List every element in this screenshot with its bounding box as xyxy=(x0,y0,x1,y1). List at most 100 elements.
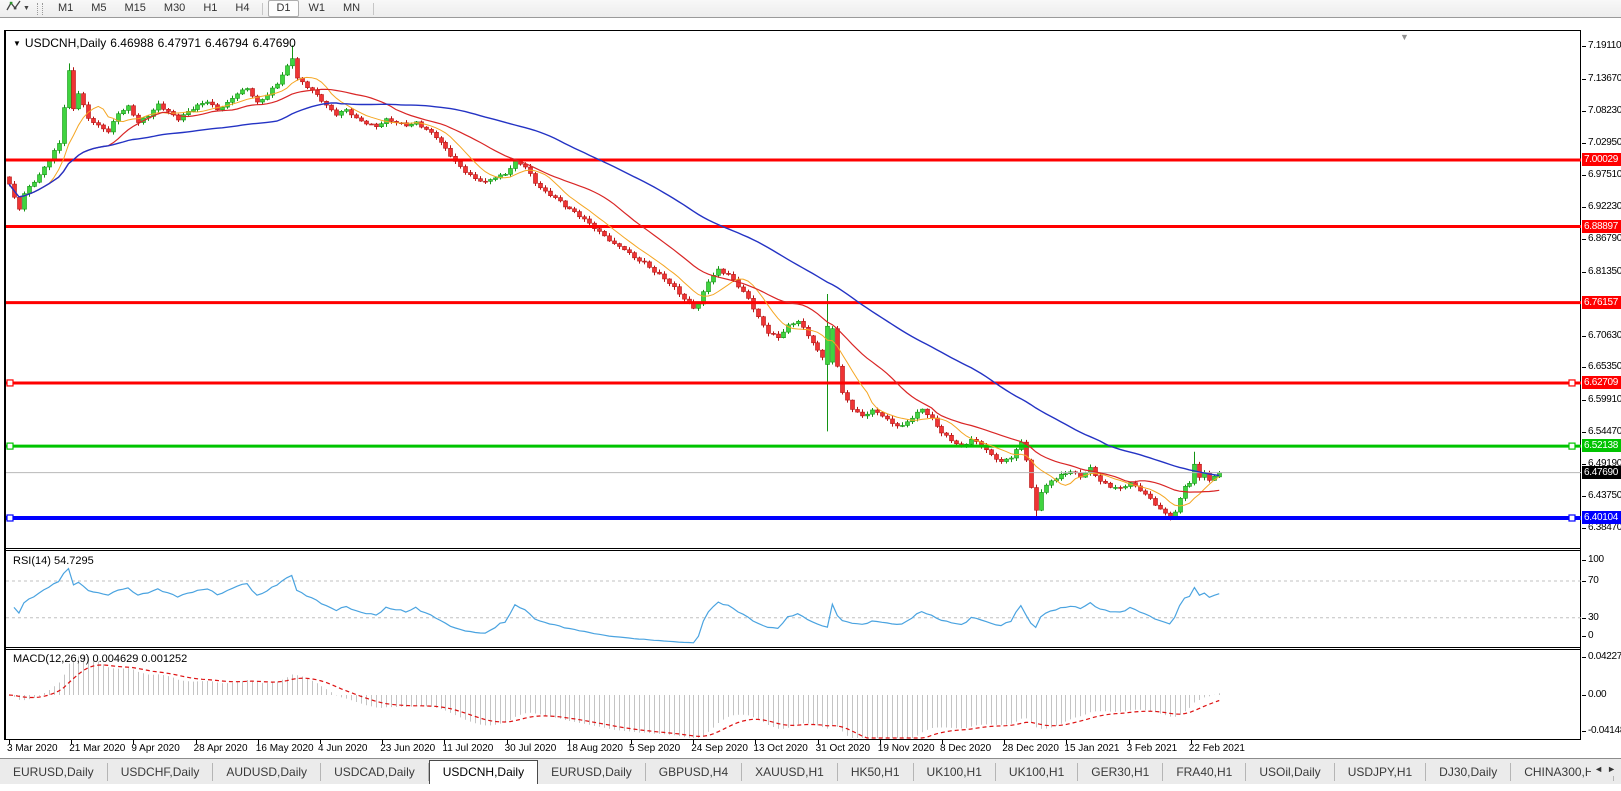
date-tick xyxy=(631,740,632,744)
date-label: 8 Dec 2020 xyxy=(940,743,992,754)
chart-tab-gbpusd-h4[interactable]: GBPUSD,H4 xyxy=(646,763,743,781)
price-tick-label: 6.86790 xyxy=(1588,233,1621,245)
date-axis[interactable]: 3 Mar 2020 21 Mar 2020 9 Apr 2020 28 Apr 20… xyxy=(4,740,1582,757)
chart-tab-usdchf-daily[interactable]: USDCHF,Daily xyxy=(108,763,214,781)
timeframe-button-mn[interactable]: MN xyxy=(343,2,361,14)
date-label: 9 Apr 2020 xyxy=(131,743,180,754)
chart-tab-usdcad-daily[interactable]: USDCAD,Daily xyxy=(321,763,429,781)
timeframe-button-m15[interactable]: M15 xyxy=(124,2,146,14)
date-tick xyxy=(133,740,135,744)
chart-tab-eurusd-daily[interactable]: EURUSD,Daily xyxy=(0,763,108,781)
date-label: 28 Dec 2020 xyxy=(1002,743,1059,754)
price-tick-label: 6.81350 xyxy=(1588,265,1621,277)
hline-handle[interactable] xyxy=(1568,514,1576,522)
chart-tab-uk100-h1[interactable]: UK100,H1 xyxy=(996,763,1079,781)
price-tick-label: 7.02950 xyxy=(1588,136,1621,148)
axis-tick xyxy=(1582,432,1586,434)
scroll-tabs-left-icon[interactable]: ◄ xyxy=(1594,764,1604,774)
date-tick xyxy=(1128,740,1130,744)
timeframe-button-d1[interactable]: D1 xyxy=(268,0,299,17)
axis-tick xyxy=(1582,496,1586,498)
hline-handle[interactable] xyxy=(6,379,14,387)
chart-tab-usoil-daily[interactable]: USOil,Daily xyxy=(1246,763,1335,781)
date-label: 3 Feb 2021 xyxy=(1126,743,1178,754)
timeframe-button-m5[interactable]: M5 xyxy=(91,2,107,14)
chart-tab-ger30-h1[interactable]: GER30,H1 xyxy=(1078,763,1164,781)
chart-tab-audusd-daily[interactable]: AUDUSD,Daily xyxy=(213,763,322,781)
date-tick xyxy=(1004,740,1006,744)
hline-handle[interactable] xyxy=(1568,379,1576,387)
ohlc-close: 6.47690 xyxy=(252,36,296,50)
date-label: 13 Oct 2020 xyxy=(753,743,808,754)
timeframe-buttons: M1 M5 M15 M30 H1 H4 D1 W1 MN xyxy=(49,0,378,17)
toolbar-grip[interactable] xyxy=(36,2,43,15)
hline-handle[interactable] xyxy=(6,442,14,450)
chart-tab-usdcnh-daily[interactable]: USDCNH,Daily xyxy=(428,760,539,784)
date-label: 31 Oct 2020 xyxy=(815,743,871,754)
price-tick-label: 6.43750 xyxy=(1588,490,1621,502)
zigzag-indicator-icon xyxy=(6,0,22,18)
date-label: 11 Jul 2020 xyxy=(442,743,494,754)
date-label: 4 Jun 2020 xyxy=(318,743,368,754)
chart-tab-eurusd-daily[interactable]: EURUSD,Daily xyxy=(538,763,646,781)
hline-handle[interactable] xyxy=(1568,442,1576,450)
ohlc-high: 6.47971 xyxy=(157,36,202,50)
date-tick xyxy=(568,740,570,744)
rsi-tick-label: 70 xyxy=(1588,575,1599,586)
axis-tick xyxy=(1582,527,1586,529)
axis-tick xyxy=(1582,581,1586,582)
timeframe-button-h4[interactable]: H4 xyxy=(235,2,250,14)
toolbar-separator xyxy=(262,2,264,15)
timeframe-button-m1[interactable]: M1 xyxy=(57,2,74,14)
chart-tab-xauusd-h1[interactable]: XAUUSD,H1 xyxy=(742,763,838,781)
timeframe-button-w1[interactable]: W1 xyxy=(308,2,326,14)
timeframe-button-h1[interactable]: H1 xyxy=(203,2,218,14)
chart-symbol-label: USDCNH,Daily xyxy=(24,36,107,50)
chart-tab-fra40-h1[interactable]: FRA40,H1 xyxy=(1163,763,1247,781)
rsi-tick-label: 30 xyxy=(1588,611,1599,623)
rsi-tick-label: 100 xyxy=(1588,554,1604,565)
axis-tick xyxy=(1582,206,1586,208)
axis-tick xyxy=(1582,335,1586,337)
chart-tab-dj30-daily[interactable]: DJ30,Daily xyxy=(1426,763,1512,781)
axis-tick xyxy=(1582,617,1586,619)
axis-tick xyxy=(1582,560,1586,561)
date-label: 21 Mar 2020 xyxy=(69,743,126,754)
macd-tick-label: 0.042275 xyxy=(1588,651,1621,662)
axis-tick xyxy=(1582,731,1586,732)
chart-canvas[interactable] xyxy=(6,31,1581,739)
date-tick xyxy=(693,740,695,744)
chart-tab-hk50-h1[interactable]: HK50,H1 xyxy=(838,763,914,781)
collapse-icon[interactable]: ▼ xyxy=(13,39,21,48)
date-label: 28 Apr 2020 xyxy=(193,743,248,754)
ohlc-low: 6.46794 xyxy=(205,36,249,50)
price-tick-label: 6.38470 xyxy=(1588,521,1621,533)
date-label: 18 Aug 2020 xyxy=(566,743,623,754)
axis-tick xyxy=(1582,111,1586,112)
price-tick-label: 7.08230 xyxy=(1588,105,1621,116)
rsi-tick-label: 0 xyxy=(1588,630,1594,641)
date-label: 3 Mar 2020 xyxy=(7,743,58,754)
macd-label: MACD(12,26,9) 0.004629 0.001252 xyxy=(13,653,188,665)
tab-scroll-buttons: ◄ ► xyxy=(1591,762,1619,776)
toolbar-separator xyxy=(373,2,375,15)
timeframe-button-m30[interactable]: M30 xyxy=(163,2,186,14)
price-tick-label: 6.54470 xyxy=(1588,426,1621,438)
chart-tab-uk100-h1[interactable]: UK100,H1 xyxy=(914,763,996,781)
date-label: 23 Jun 2020 xyxy=(380,743,436,754)
hline-handle[interactable] xyxy=(6,514,14,522)
top-toolbar: ▼ M1 M5 M15 M30 H1 H4 D1 W1 MN xyxy=(0,0,1621,18)
price-line-badge: 6.76157 xyxy=(1582,295,1621,309)
axis-tick xyxy=(1582,463,1586,465)
axis-tick xyxy=(1582,142,1586,144)
price-axis[interactable]: 7.19110 7.13670 7.08230 7.02950 6.97510 6.922… xyxy=(1582,30,1621,757)
axis-tick xyxy=(1582,367,1586,369)
chart-shift-marker-icon[interactable]: ▼ xyxy=(1400,32,1409,42)
ohlc-open: 6.46988 xyxy=(110,36,154,50)
price-line-badge: 6.40104 xyxy=(1582,510,1621,524)
scroll-tabs-right-icon[interactable]: ► xyxy=(1607,764,1616,774)
tab-list: EURUSD,Daily USDCHF,Daily AUDUSD,Daily USDC… xyxy=(0,759,1621,784)
indicators-button[interactable]: ▼ xyxy=(3,0,33,18)
date-tick xyxy=(755,740,757,744)
chart-tab-usdjpy-h1[interactable]: USDJPY,H1 xyxy=(1335,763,1427,781)
